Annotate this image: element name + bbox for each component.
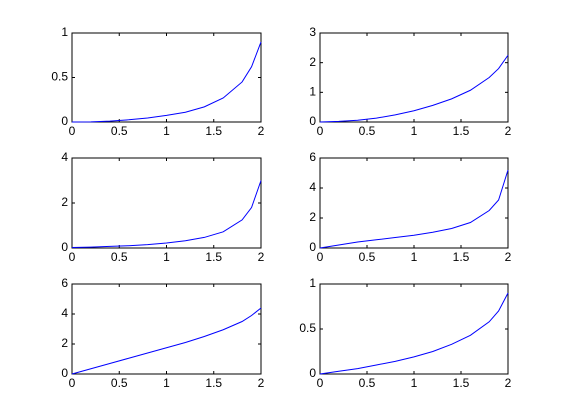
y-tick-label: 1 bbox=[309, 85, 316, 99]
x-tick-label: 1.5 bbox=[453, 250, 470, 264]
axes-box bbox=[71, 283, 262, 375]
y-tick-label: 4 bbox=[61, 150, 68, 164]
y-tick-label: 2 bbox=[309, 55, 316, 69]
y-tick-label: 0 bbox=[309, 240, 316, 254]
x-tick-label: 2 bbox=[258, 124, 265, 138]
line bbox=[319, 169, 509, 249]
line bbox=[319, 54, 509, 123]
y-tick-label: 6 bbox=[309, 150, 316, 164]
axes-box bbox=[71, 157, 262, 249]
x-tick-label: 2 bbox=[505, 376, 512, 390]
x-tick-label: 1.5 bbox=[205, 124, 222, 138]
x-tick-label: 2 bbox=[505, 124, 512, 138]
x-tick-label: 1.5 bbox=[205, 250, 222, 264]
y-tick-label: 4 bbox=[309, 180, 316, 194]
y-tick-label: 0 bbox=[309, 114, 316, 128]
x-tick-label: 0 bbox=[317, 124, 324, 138]
x-tick-label: 1 bbox=[163, 250, 170, 264]
y-tick-label: 6 bbox=[61, 276, 68, 290]
line bbox=[71, 41, 262, 123]
line bbox=[71, 180, 262, 249]
x-tick-label: 1.5 bbox=[453, 376, 470, 390]
y-tick-label: 0 bbox=[61, 114, 68, 128]
x-tick-label: 0.5 bbox=[111, 250, 128, 264]
axes-box bbox=[319, 157, 509, 249]
x-tick-label: 2 bbox=[505, 250, 512, 264]
x-tick-label: 0.5 bbox=[359, 376, 376, 390]
x-tick-label: 1 bbox=[163, 376, 170, 390]
y-tick-label: 0 bbox=[61, 240, 68, 254]
x-tick-label: 1 bbox=[411, 250, 418, 264]
axes-box bbox=[71, 32, 262, 123]
x-tick-label: 1 bbox=[411, 124, 418, 138]
y-tick-label: 4 bbox=[61, 306, 68, 320]
x-tick-label: 0 bbox=[317, 376, 324, 390]
x-tick-label: 0 bbox=[69, 124, 76, 138]
x-tick-label: 1.5 bbox=[205, 376, 222, 390]
x-tick-label: 2 bbox=[258, 250, 265, 264]
x-tick-label: 0.5 bbox=[111, 376, 128, 390]
y-tick-label: 2 bbox=[309, 210, 316, 224]
y-tick-label: 0.5 bbox=[51, 70, 68, 84]
line bbox=[319, 292, 509, 375]
x-tick-label: 0.5 bbox=[359, 124, 376, 138]
line bbox=[71, 307, 262, 375]
y-tick-label: 0.5 bbox=[299, 321, 316, 335]
x-tick-label: 0 bbox=[69, 250, 76, 264]
x-tick-label: 0.5 bbox=[111, 124, 128, 138]
x-tick-label: 2 bbox=[258, 376, 265, 390]
x-tick-label: 0.5 bbox=[359, 250, 376, 264]
axes-box bbox=[319, 32, 509, 123]
y-tick-label: 0 bbox=[61, 366, 68, 380]
y-tick-label: 0 bbox=[309, 366, 316, 380]
y-tick-label: 2 bbox=[61, 336, 68, 350]
y-tick-label: 3 bbox=[309, 25, 316, 39]
x-tick-label: 1.5 bbox=[453, 124, 470, 138]
x-tick-label: 0 bbox=[317, 250, 324, 264]
x-tick-label: 1 bbox=[163, 124, 170, 138]
y-tick-label: 2 bbox=[61, 195, 68, 209]
x-tick-label: 1 bbox=[411, 376, 418, 390]
y-tick-label: 1 bbox=[61, 25, 68, 39]
x-tick-label: 0 bbox=[69, 376, 76, 390]
y-tick-label: 1 bbox=[309, 276, 316, 290]
